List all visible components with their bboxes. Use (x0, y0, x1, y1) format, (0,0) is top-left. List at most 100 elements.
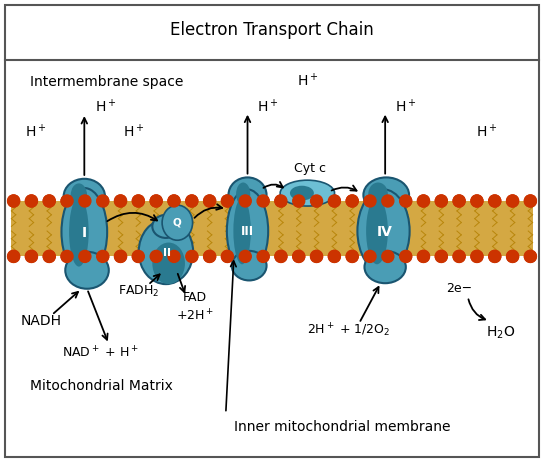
Ellipse shape (79, 250, 91, 262)
Ellipse shape (44, 250, 55, 262)
Ellipse shape (44, 250, 55, 262)
Ellipse shape (275, 250, 287, 262)
Ellipse shape (368, 182, 388, 206)
Text: Mitochondrial Matrix: Mitochondrial Matrix (30, 379, 173, 393)
Ellipse shape (97, 250, 109, 262)
Ellipse shape (233, 198, 251, 264)
Ellipse shape (65, 252, 109, 289)
Ellipse shape (139, 219, 193, 284)
Ellipse shape (61, 250, 73, 262)
Text: H$^+$: H$^+$ (24, 123, 46, 140)
Text: H$^+$: H$^+$ (296, 72, 318, 90)
Ellipse shape (346, 195, 358, 207)
Ellipse shape (115, 250, 127, 262)
Ellipse shape (115, 195, 127, 207)
Ellipse shape (471, 250, 483, 262)
Ellipse shape (471, 195, 483, 207)
Ellipse shape (329, 250, 341, 262)
Ellipse shape (168, 195, 180, 207)
Ellipse shape (97, 250, 109, 262)
Text: H$^+$: H$^+$ (122, 123, 144, 140)
Ellipse shape (435, 195, 447, 207)
Ellipse shape (346, 250, 358, 262)
Text: H$^+$: H$^+$ (95, 97, 117, 115)
Ellipse shape (168, 250, 180, 262)
Ellipse shape (162, 205, 193, 240)
Ellipse shape (382, 250, 394, 262)
Ellipse shape (186, 195, 198, 207)
Text: I: I (82, 226, 87, 240)
Ellipse shape (346, 195, 358, 207)
Ellipse shape (203, 250, 215, 262)
Ellipse shape (69, 197, 89, 267)
Ellipse shape (524, 195, 536, 207)
Text: II: II (163, 248, 171, 258)
Ellipse shape (236, 182, 250, 206)
Ellipse shape (239, 250, 251, 262)
Text: IV: IV (377, 225, 393, 239)
Ellipse shape (471, 250, 483, 262)
Ellipse shape (115, 195, 127, 207)
Ellipse shape (227, 189, 268, 273)
Ellipse shape (489, 250, 500, 262)
Ellipse shape (150, 250, 162, 262)
Ellipse shape (357, 189, 410, 273)
Ellipse shape (8, 195, 20, 207)
Ellipse shape (346, 250, 358, 262)
Ellipse shape (228, 177, 267, 213)
Text: III: III (241, 225, 254, 238)
Text: 2e−: 2e− (447, 282, 473, 295)
Ellipse shape (364, 250, 376, 262)
Ellipse shape (79, 250, 91, 262)
Ellipse shape (257, 195, 269, 207)
Ellipse shape (152, 243, 185, 284)
Ellipse shape (489, 195, 500, 207)
Ellipse shape (186, 250, 198, 262)
Ellipse shape (382, 250, 394, 262)
Text: Q: Q (173, 217, 182, 227)
Ellipse shape (275, 195, 287, 207)
Text: FADH$_2$: FADH$_2$ (118, 284, 159, 298)
Ellipse shape (150, 195, 162, 207)
Ellipse shape (132, 250, 144, 262)
Text: Intermembrane space: Intermembrane space (30, 75, 183, 89)
Ellipse shape (506, 195, 518, 207)
Ellipse shape (232, 251, 267, 280)
Ellipse shape (203, 195, 215, 207)
Ellipse shape (61, 188, 107, 276)
Ellipse shape (471, 195, 483, 207)
Ellipse shape (79, 195, 91, 207)
Ellipse shape (506, 250, 518, 262)
Text: NAD$^+$ + H$^+$: NAD$^+$ + H$^+$ (62, 346, 139, 361)
Ellipse shape (435, 195, 447, 207)
Ellipse shape (44, 195, 55, 207)
Text: H$^+$: H$^+$ (257, 97, 279, 115)
Ellipse shape (79, 195, 91, 207)
Text: H$^+$: H$^+$ (476, 123, 498, 140)
Text: H$^+$: H$^+$ (395, 97, 417, 115)
Text: Inner mitochondrial membrane: Inner mitochondrial membrane (234, 420, 450, 434)
Ellipse shape (435, 250, 447, 262)
Ellipse shape (506, 195, 518, 207)
Ellipse shape (506, 250, 518, 262)
Ellipse shape (26, 195, 38, 207)
Ellipse shape (221, 195, 233, 207)
Ellipse shape (400, 195, 412, 207)
Ellipse shape (453, 250, 465, 262)
Ellipse shape (186, 195, 198, 207)
Ellipse shape (453, 195, 465, 207)
Ellipse shape (61, 195, 73, 207)
Text: H$_2$O: H$_2$O (486, 324, 515, 341)
Ellipse shape (524, 250, 536, 262)
Text: Electron Transport Chain: Electron Transport Chain (170, 21, 374, 39)
Ellipse shape (203, 195, 215, 207)
Text: FAD
+2H$^+$: FAD +2H$^+$ (176, 291, 214, 323)
Ellipse shape (239, 250, 251, 262)
Ellipse shape (168, 250, 180, 262)
Ellipse shape (329, 195, 341, 207)
Ellipse shape (203, 250, 215, 262)
Ellipse shape (453, 250, 465, 262)
Ellipse shape (44, 195, 55, 207)
Ellipse shape (489, 250, 500, 262)
Ellipse shape (489, 195, 500, 207)
